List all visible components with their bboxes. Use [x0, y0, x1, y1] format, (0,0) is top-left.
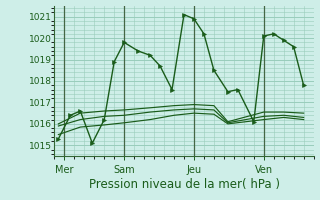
- X-axis label: Pression niveau de la mer( hPa ): Pression niveau de la mer( hPa ): [89, 178, 279, 191]
